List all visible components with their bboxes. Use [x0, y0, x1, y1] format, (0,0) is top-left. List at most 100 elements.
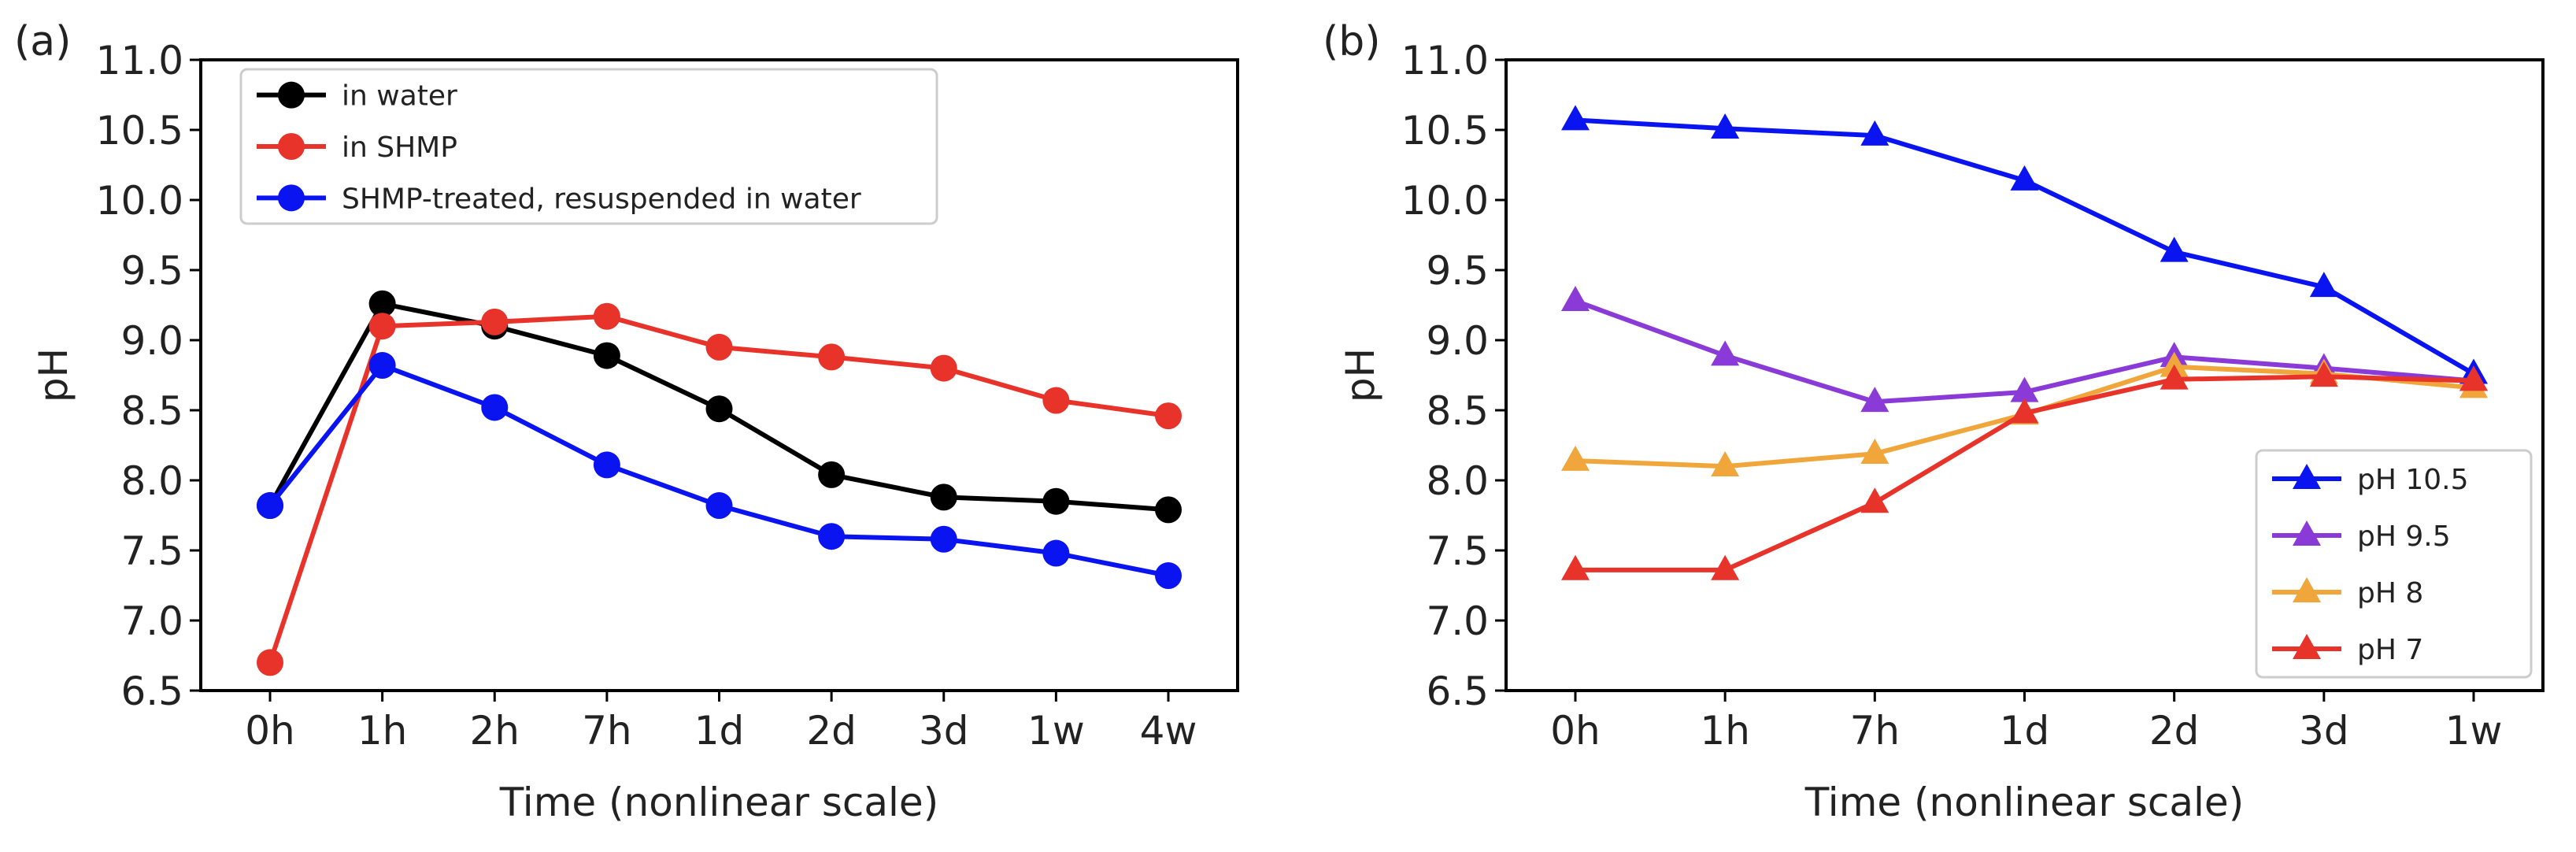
legend-label: pH 8 [2357, 577, 2423, 609]
data-point [818, 343, 846, 371]
data-point [1155, 496, 1182, 524]
data-point [368, 313, 396, 340]
plot-frame [199, 58, 1239, 692]
data-point [930, 354, 957, 382]
y-tick-label: 9.5 [120, 248, 183, 294]
data-point [1155, 402, 1182, 430]
data-point [1860, 387, 1889, 413]
panel-label: (b) [1323, 18, 1381, 65]
x-tick-label: 1d [2000, 708, 2050, 754]
y-tick-label: 8.5 [1426, 388, 1489, 434]
legend-marker [2293, 464, 2321, 489]
y-tick-label: 8.5 [120, 388, 183, 434]
data-point [2010, 376, 2039, 402]
x-tick-label: 3d [919, 708, 969, 754]
data-point [593, 451, 620, 479]
y-tick-label: 10.0 [96, 178, 183, 224]
x-tick-label: 0h [1550, 708, 1601, 754]
data-point [593, 342, 620, 369]
x-tick-label: 1h [357, 708, 408, 754]
legend-label: in SHMP [342, 132, 457, 164]
data-point [1711, 554, 1740, 580]
legend-label: SHMP-treated, resuspended in water [342, 183, 861, 215]
data-point [1561, 285, 1590, 311]
data-point [481, 308, 509, 335]
data-point [1860, 487, 1889, 513]
legend-marker [278, 184, 305, 212]
data-point [1042, 539, 1070, 567]
legend-marker [2293, 634, 2321, 659]
y-tick-label: 9.0 [1426, 318, 1489, 364]
y-tick-label: 10.0 [1401, 178, 1489, 224]
data-point [1561, 105, 1590, 131]
data-point [1561, 554, 1590, 580]
y-tick-label: 7.0 [1426, 598, 1489, 644]
data-point [2160, 236, 2189, 262]
data-point [1042, 387, 1070, 414]
legend-label: in water [342, 80, 457, 113]
x-tick-label: 2h [469, 708, 520, 754]
data-point [1711, 113, 1740, 139]
y-axis-label: pH [1338, 348, 1383, 402]
x-tick-label: 2d [806, 708, 857, 754]
x-tick-label: 3d [2299, 708, 2349, 754]
x-tick-label: 4w [1140, 708, 1197, 754]
legend-marker [2293, 520, 2321, 546]
y-tick-label: 7.0 [120, 598, 183, 644]
y-tick-label: 7.5 [1426, 528, 1489, 574]
legend-label: pH 7 [2357, 634, 2423, 666]
data-point [2010, 398, 2039, 424]
x-tick-label: 0h [245, 708, 295, 754]
data-point [2010, 165, 2039, 191]
legend-box [239, 68, 938, 225]
data-point [2459, 365, 2488, 391]
x-axis-label: Time (nonlinear scale) [1804, 780, 2244, 825]
series-line [1575, 117, 2475, 376]
legend-marker [278, 133, 305, 160]
series-line [268, 313, 1169, 664]
y-tick-label: 8.0 [120, 458, 183, 504]
data-point [1711, 340, 1740, 366]
legend-box [2255, 449, 2533, 679]
data-point [1561, 445, 1590, 471]
data-point [705, 333, 733, 361]
y-tick-label: 9.0 [120, 318, 183, 364]
y-axis-label: pH [31, 348, 76, 402]
data-point [818, 523, 846, 550]
legend-marker [278, 81, 305, 109]
panel-label: (a) [14, 18, 71, 65]
data-point [1042, 487, 1070, 515]
data-point [705, 395, 733, 423]
x-tick-label: 7h [582, 708, 632, 754]
data-point [368, 290, 396, 317]
x-tick-label: 7h [1850, 708, 1901, 754]
data-point [705, 492, 733, 520]
legend-label: pH 9.5 [2357, 520, 2451, 553]
data-point [593, 302, 620, 330]
y-tick-label: 11.0 [96, 38, 183, 83]
data-point [2160, 364, 2189, 390]
y-tick-label: 8.0 [1426, 458, 1489, 504]
legend-label: pH 10.5 [2357, 464, 2469, 496]
data-point [2309, 361, 2338, 387]
x-tick-label: 1h [1700, 708, 1750, 754]
plot-frame [1505, 58, 2545, 692]
x-tick-label: 1w [1027, 708, 1085, 754]
data-point [257, 649, 283, 676]
data-point [2160, 351, 2189, 377]
data-point [257, 492, 283, 520]
data-point [2309, 272, 2338, 298]
data-point [818, 461, 846, 488]
data-point [930, 525, 957, 553]
y-tick-label: 7.5 [120, 528, 183, 574]
y-tick-label: 10.5 [96, 108, 183, 154]
x-axis-label: Time (nonlinear scale) [499, 780, 938, 825]
y-tick-label: 6.5 [1426, 669, 1489, 714]
data-point [368, 352, 396, 380]
data-point [1860, 438, 1889, 464]
data-point [481, 394, 509, 421]
x-tick-label: 1d [694, 708, 745, 754]
legend-marker [2293, 577, 2321, 602]
x-tick-label: 1w [2445, 708, 2503, 754]
